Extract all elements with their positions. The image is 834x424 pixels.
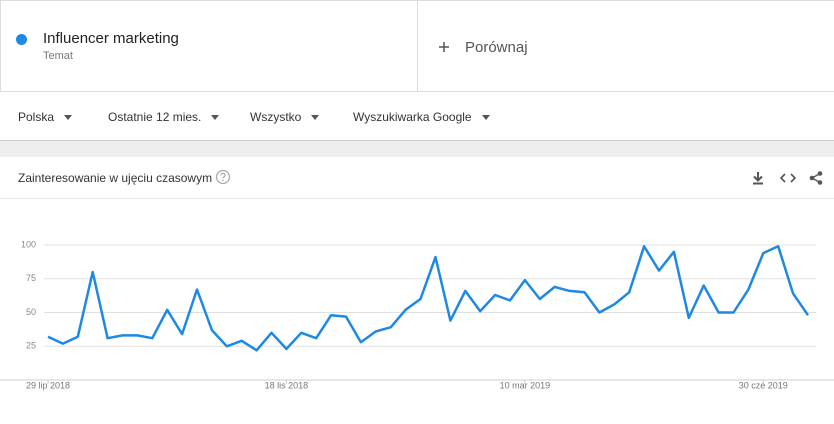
filter-label: Ostatnie 12 mies.: [108, 110, 202, 124]
compare-button[interactable]: Porównaj: [465, 39, 528, 56]
x-tick-label: 10 mar 2019: [500, 380, 551, 390]
filter-label: Polska: [18, 110, 55, 124]
x-tick-label: 29 lip 2018: [26, 380, 70, 390]
filter-label: Wszystko: [250, 110, 302, 124]
filter[interactable]: Wszystko: [250, 110, 320, 124]
download-icon[interactable]: [750, 170, 766, 186]
chart: 25 50 75 100 29 lip 2018 18 lis 2018 10 mar 20…: [0, 239, 834, 390]
y-tick-label: 100: [21, 239, 36, 249]
term-type: Temat: [43, 50, 73, 62]
x-tick-label: 30 cze 2019: [739, 380, 788, 390]
term-name: Influencer marketing: [43, 30, 179, 47]
line-series: [47, 245, 810, 352]
x-tick-label: 18 lis 2018: [265, 380, 309, 390]
embed-icon[interactable]: [779, 170, 797, 186]
y-tick-label: 50: [26, 307, 36, 317]
term-card[interactable]: [0, 0, 418, 92]
help-icon[interactable]: [215, 169, 231, 185]
series-dot: [16, 34, 27, 45]
separator: [0, 140, 834, 157]
card-divider: [0, 198, 834, 199]
compare-card[interactable]: [418, 0, 834, 92]
filter[interactable]: Wyszukiwarka Google: [353, 110, 490, 124]
chart-title: Zainteresowanie w ujęciu czasowym: [18, 171, 213, 185]
share-icon[interactable]: [808, 170, 824, 186]
filter-label: Wyszukiwarka Google: [353, 110, 472, 124]
y-tick-label: 75: [26, 273, 36, 283]
filter[interactable]: Polska: [18, 110, 73, 124]
plus-icon: [439, 42, 449, 52]
filter[interactable]: Ostatnie 12 mies.: [108, 110, 220, 124]
y-tick-label: 25: [26, 341, 36, 351]
